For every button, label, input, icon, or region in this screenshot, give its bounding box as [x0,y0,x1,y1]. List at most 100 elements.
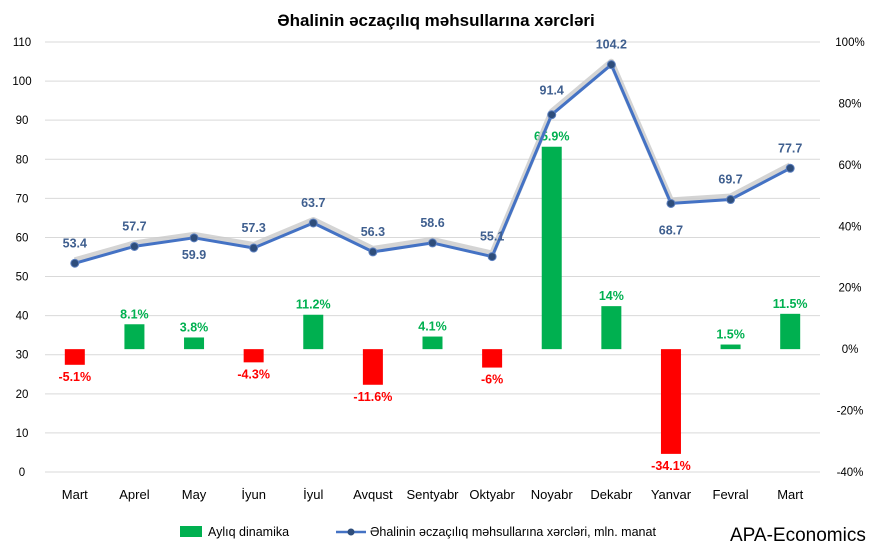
line-series [70,58,795,268]
category-label: Oktyabr [469,487,515,502]
bar-data-label: -5.1% [58,370,91,384]
right-tick-label: 0% [842,344,859,356]
legend-swatch-line [336,528,366,536]
right-tick-label: 80% [838,98,861,110]
left-tick-label: 50 [16,272,29,284]
category-axis: Mart Aprel May İyun İyul Avqust Sentyabr Oktyab… [62,487,804,502]
right-tick-label: -40% [837,467,864,479]
line-data-label: 57.3 [241,221,265,235]
grid [45,41,820,473]
line-point [189,233,199,243]
line-point [70,258,80,268]
category-label: Dekabr [590,487,633,502]
left-tick-label: 30 [16,350,29,362]
bar-data-label: -11.6% [353,390,392,404]
bar [601,306,622,350]
line-point [308,218,318,228]
right-tick-label: 60% [838,160,861,172]
line-point [487,252,497,262]
left-tick-label: 110 [13,37,31,49]
left-tick-label: 100 [12,76,31,88]
bar-data-label: 3.8% [180,320,209,334]
bar [362,349,383,385]
line-point [129,241,139,251]
legend-swatch-bar [180,526,202,537]
left-tick-label: 10 [16,428,29,440]
line-data-label: 69.7 [718,173,742,187]
category-label: Fevral [713,487,749,502]
bar-data-label: 8.1% [120,307,149,321]
bar [243,349,264,363]
bar [660,349,681,454]
right-tick-label: 100% [835,37,864,49]
left-tick-label: 90 [16,115,29,127]
bar-data-label: -34.1% [651,459,691,473]
category-label: Mart [62,487,88,502]
left-tick-label: 0 [19,467,25,479]
bar [541,146,562,350]
left-tick-label: 70 [16,193,29,205]
line-data-label: 56.3 [361,225,385,239]
line-data-label: 59.9 [182,248,206,262]
line-data-label: 104.2 [596,38,627,52]
bar-series [64,146,801,454]
left-tick-label: 80 [16,154,29,166]
line-data-label: 53.4 [63,236,87,250]
line-point [368,247,378,257]
bar [124,324,145,350]
line-point [249,243,259,253]
category-label: Noyabr [531,487,574,502]
bar-data-label: -4.3% [237,367,270,381]
category-label: İyul [303,487,323,502]
left-tick-label: 20 [16,389,29,401]
bar [720,344,741,350]
source-label: APA-Economics [730,525,866,546]
line-data-label: 57.7 [122,219,146,233]
left-tick-label: 40 [16,311,29,323]
right-tick-label: 20% [838,283,861,295]
category-label: Avqust [353,487,393,502]
right-axis: -40% -20% 0% 20% 40% 60% 80% 100% [835,37,864,479]
legend: Aylıq dinamika Əhalinin əczaçılıq məhsul… [180,525,656,539]
category-label: Aprel [119,487,149,502]
bar-data-label: 4.1% [418,320,447,334]
right-tick-label: -20% [837,406,864,418]
line-data-label: 63.7 [301,196,325,210]
line-labels: 53.4 57.7 59.9 57.3 63.7 56.3 58.6 55.1 91.4 104.… [63,38,803,262]
line-data-label: 77.7 [778,141,802,155]
line-data-label: 68.7 [659,223,683,237]
bar [482,349,503,368]
right-tick-label: 40% [838,221,861,233]
legend-label-bar: Aylıq dinamika [208,525,289,539]
category-label: İyun [241,487,266,502]
line-data-label: 58.6 [420,216,444,230]
line-data-label: 55.1 [480,230,504,244]
bar-labels: -5.1%8.1%3.8%-4.3%11.2%-11.6%4.1%-6%65.9… [58,130,807,473]
bar [303,314,324,350]
line-point [547,110,557,120]
bar-data-label: 14% [599,289,624,303]
category-label: Sentyabr [406,487,459,502]
bar [422,336,443,350]
bar-data-label: 11.2% [296,298,331,312]
line-point [666,198,676,208]
left-axis: 0 10 20 30 40 50 60 70 80 90 100 110 [12,37,31,479]
category-label: Yanvar [651,487,692,502]
line-point [785,163,795,173]
bar-data-label: 11.5% [773,297,808,311]
legend-label-line: Əhalinin əczaçılıq məhsullarına xərcləri… [370,525,656,539]
category-label: May [182,487,207,502]
bar [64,349,85,365]
bar [780,313,801,350]
chart-title: Əhalinin əczaçılıq məhsullarına xərcləri [277,11,595,30]
category-label: Mart [777,487,803,502]
line-point [428,238,437,248]
left-tick-label: 60 [16,232,29,244]
bar-data-label: 1.5% [716,328,745,342]
bar [184,337,205,350]
line-point [606,60,616,70]
line-point [726,195,736,205]
bar-data-label: -6% [481,373,503,387]
line-data-label: 91.4 [540,84,564,98]
